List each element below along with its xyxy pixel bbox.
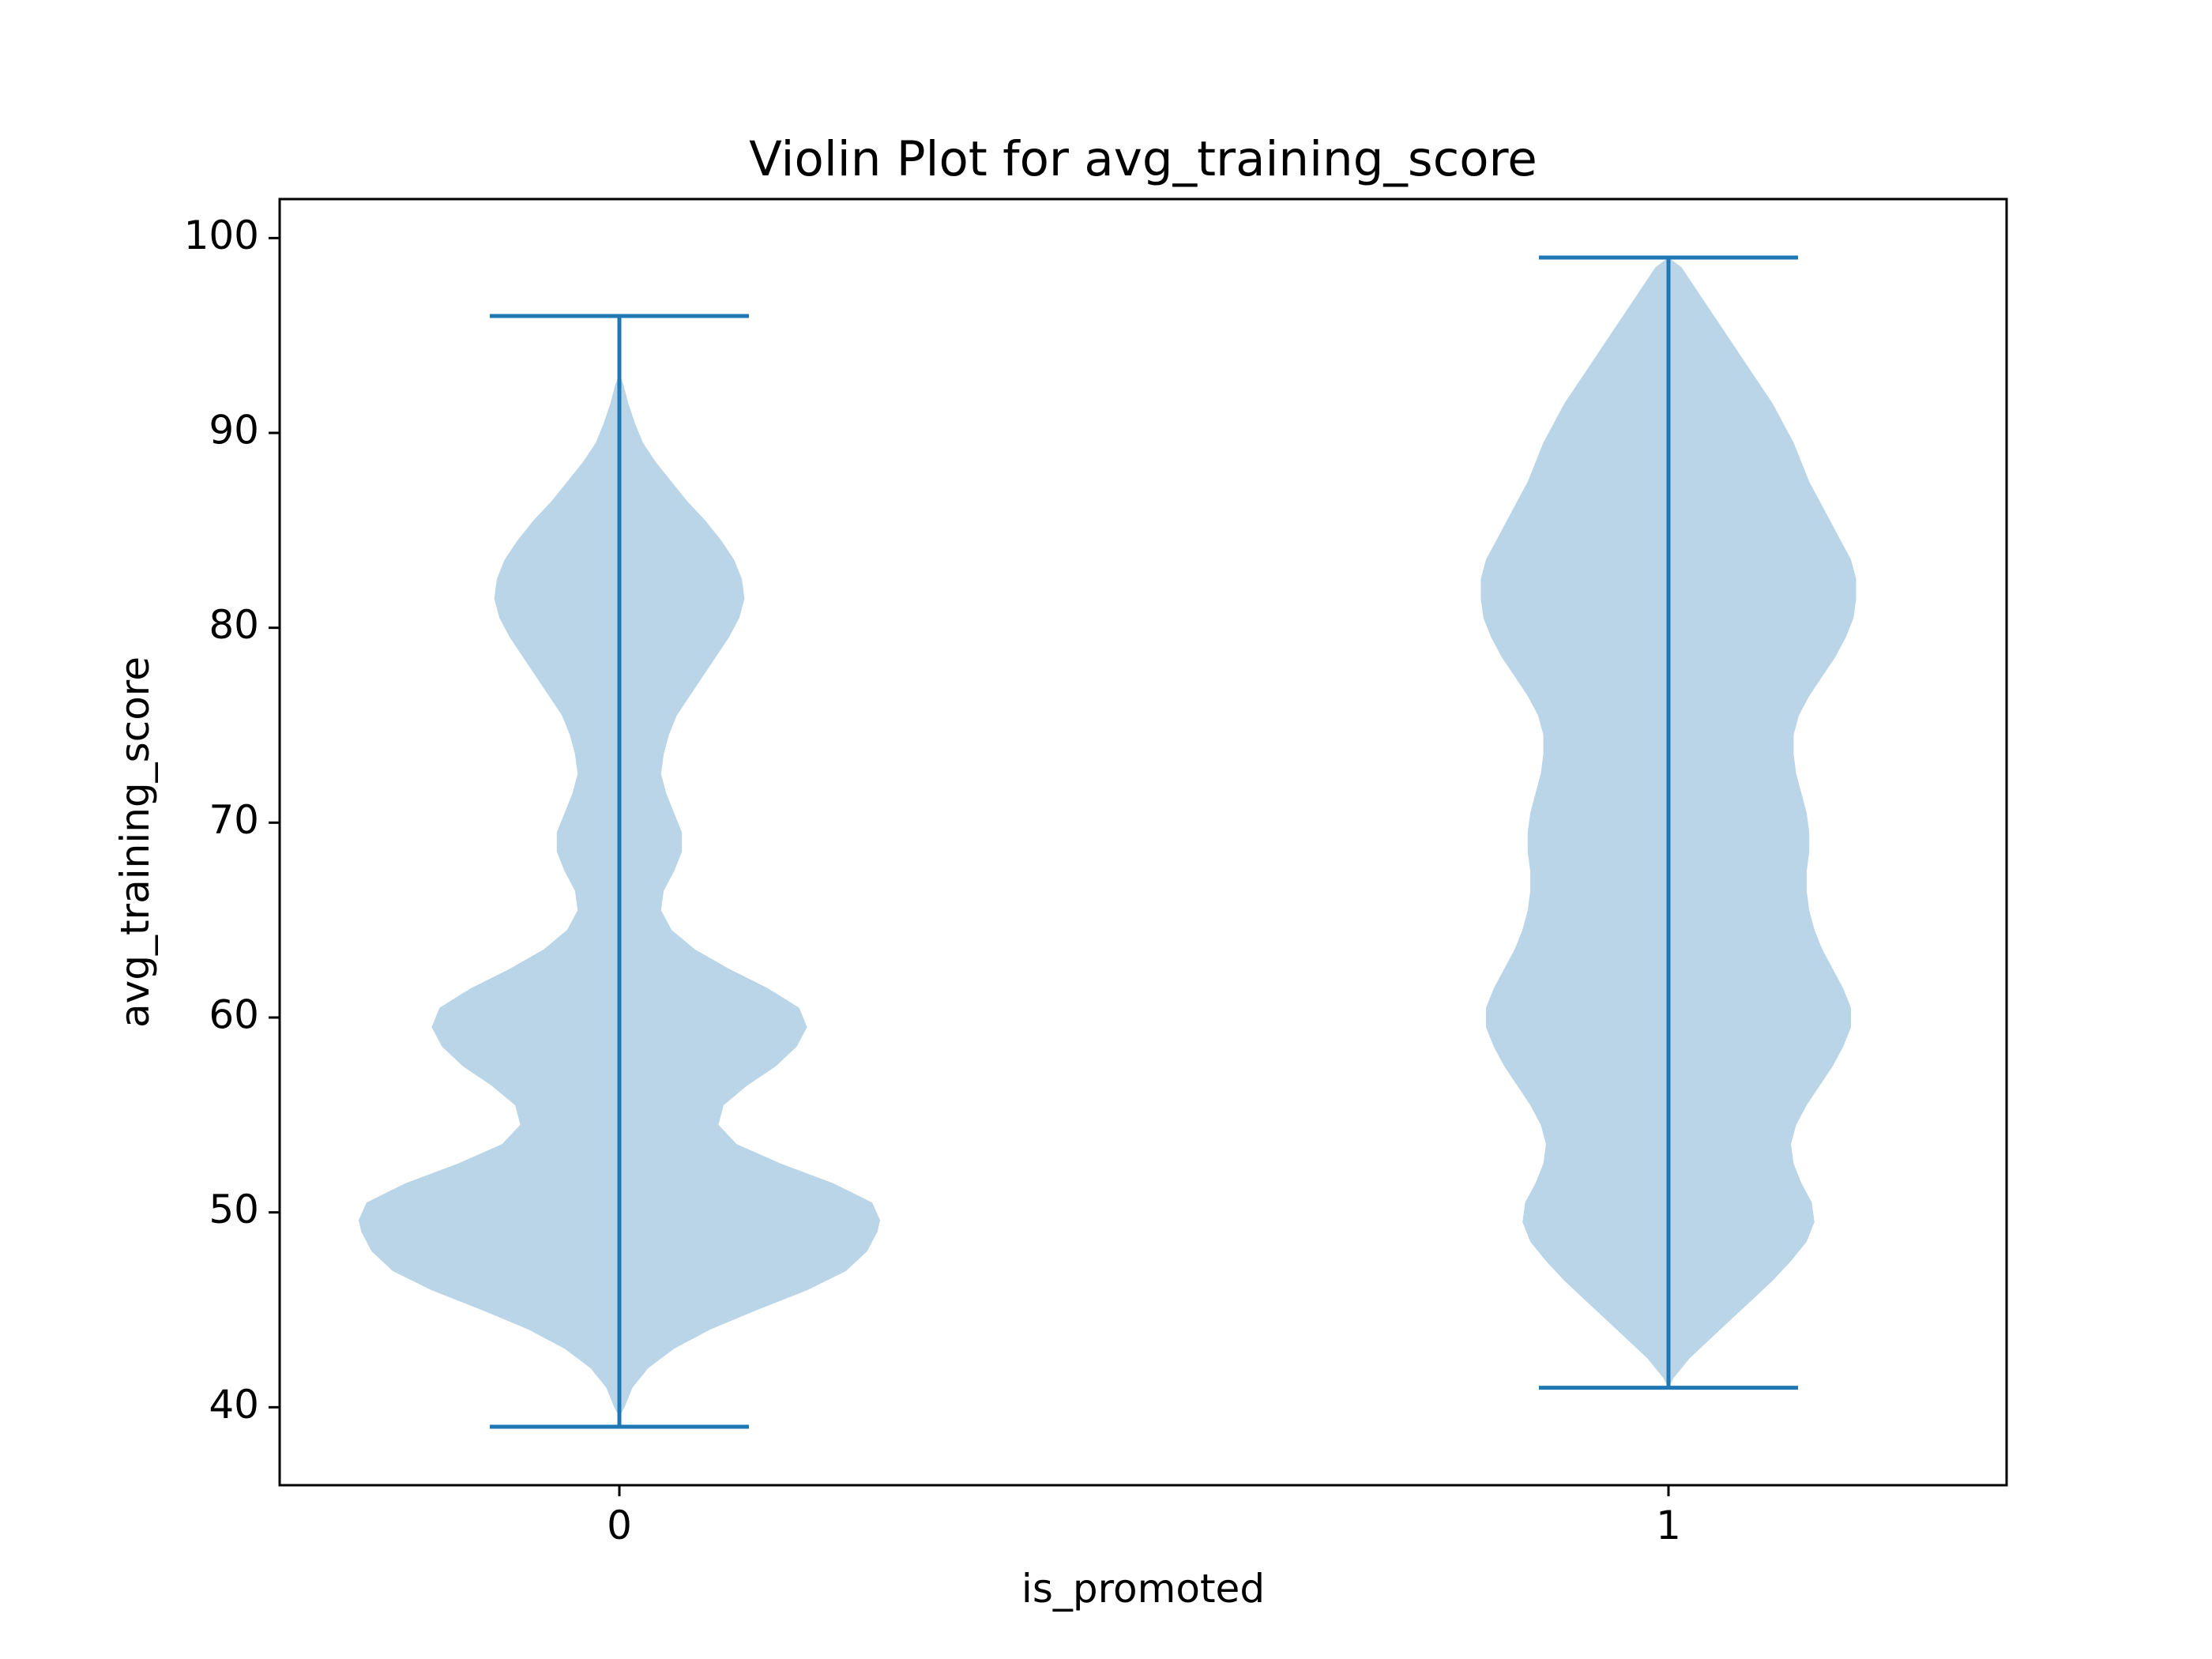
y-tick-label: 50 — [209, 1187, 259, 1232]
y-tick-label: 100 — [184, 213, 259, 258]
x-tick-label: 1 — [1656, 1503, 1681, 1548]
chart-title: Violin Plot for avg_training_score — [749, 131, 1537, 187]
y-tick-label: 90 — [209, 408, 259, 453]
x-tick-label: 0 — [607, 1503, 632, 1548]
y-tick-label: 70 — [209, 797, 259, 843]
x-axis-label: is_promoted — [1021, 1566, 1265, 1612]
y-tick-label: 60 — [209, 992, 259, 1038]
y-axis-ticks: 40 50 60 70 80 90 100 — [184, 213, 280, 1428]
y-tick-label: 40 — [209, 1382, 259, 1428]
y-axis-label: avg_training_score — [112, 656, 158, 1028]
y-tick-label: 80 — [209, 602, 259, 648]
plot-area — [359, 255, 1856, 1429]
axes-frame — [278, 198, 2008, 1487]
